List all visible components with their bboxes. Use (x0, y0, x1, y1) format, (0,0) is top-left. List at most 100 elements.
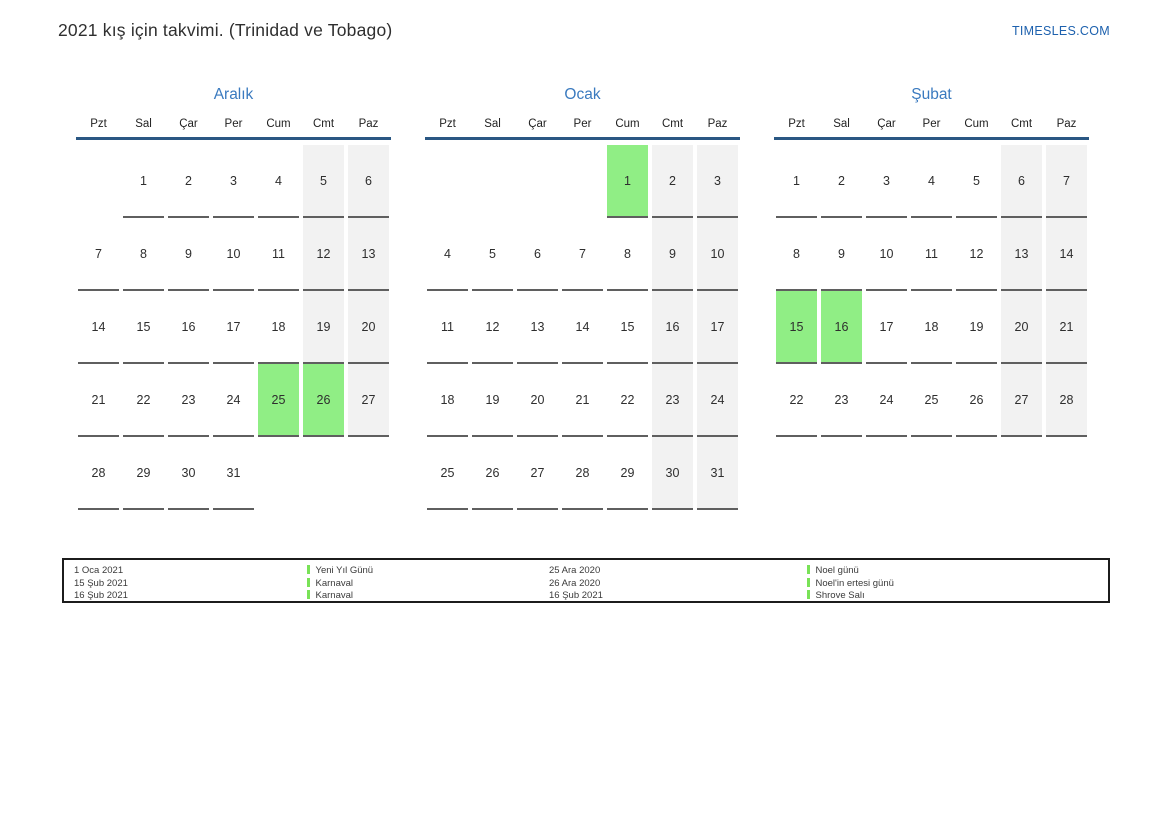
day-number: 14 (91, 320, 106, 334)
day-cell: 24 (211, 364, 256, 437)
day-number: 16 (181, 320, 196, 334)
holiday-marker-icon (307, 577, 310, 587)
day-number: 4 (928, 174, 935, 188)
day-cell: 10 (211, 218, 256, 291)
empty-cell (515, 145, 560, 218)
day-number: 20 (530, 393, 545, 407)
weekday-label: Pzt (90, 118, 107, 130)
weekend-day-cell: 20 (346, 290, 391, 364)
holiday-day-cell: 15 (774, 290, 819, 364)
legend-holiday-name: Shrove Salı (815, 590, 865, 602)
legend-date-column: 25 Ara 2020 26 Ara 2020 16 Şub 2021 (549, 565, 807, 603)
weekday-label: Çar (528, 118, 547, 130)
weekend-day-cell: 23 (650, 363, 695, 437)
day-cell: 11 (256, 218, 301, 291)
day-number: 22 (789, 393, 804, 407)
day-number: 2 (669, 174, 676, 188)
day-number: 19 (485, 393, 500, 407)
month-grid: 1 2 3 4 5 6 7 8 9 10 11 12 13 14 15 16 17 18 19 20 21 22 23 24 2… (425, 144, 740, 510)
day-cell: 4 (909, 145, 954, 218)
legend-date: 16 Şub 2021 (74, 590, 128, 602)
month-title: Şubat (911, 86, 952, 103)
months-row: Aralık Pzt Sal Çar Per Cum Cmt Paz 1 2 3 4 5 6 7 8 9 10 11… (76, 85, 1089, 510)
day-cell: 20 (515, 364, 560, 437)
legend-holiday: Shrove Salı (807, 590, 1108, 603)
holiday-marker-icon (807, 565, 810, 574)
day-cell: 6 (515, 218, 560, 291)
day-number: 5 (973, 174, 980, 188)
day-number: 12 (485, 320, 500, 334)
empty-cell (560, 145, 605, 218)
day-number: 22 (136, 393, 151, 407)
holiday-day-cell: 16 (819, 290, 864, 364)
holiday-marker-icon (807, 577, 810, 587)
day-number: 3 (230, 174, 237, 188)
day-number: 12 (969, 247, 984, 261)
legend-holiday: Noel günü (807, 565, 1108, 578)
day-cell: 12 (470, 291, 515, 364)
day-cell: 25 (909, 364, 954, 437)
day-cell: 22 (605, 364, 650, 437)
holiday-day-cell: 1 (605, 144, 650, 218)
day-number: 6 (1018, 174, 1025, 188)
day-number: 30 (665, 466, 680, 480)
day-cell: 1 (774, 145, 819, 218)
day-cell: 5 (470, 218, 515, 291)
day-cell: 25 (425, 437, 470, 510)
day-number: 13 (530, 320, 545, 334)
weekend-day-cell: 13 (999, 217, 1044, 291)
legend-holiday: Karnaval (307, 590, 549, 603)
day-cell: 30 (166, 437, 211, 510)
legend-holiday: Karnaval (307, 577, 549, 591)
day-number: 27 (1014, 393, 1029, 407)
weekday-label: Sal (135, 118, 152, 130)
day-number: 24 (879, 393, 894, 407)
weekday-label: Çar (179, 118, 198, 130)
day-cell: 31 (211, 437, 256, 510)
weekend-day-cell: 30 (650, 436, 695, 510)
empty-cell (301, 437, 346, 510)
legend-holiday: Yeni Yıl Günü (307, 565, 549, 578)
day-cell: 23 (166, 364, 211, 437)
empty-cell (470, 145, 515, 218)
weekday-label: Per (224, 118, 243, 130)
day-number: 15 (136, 320, 151, 334)
day-number: 7 (1063, 174, 1070, 188)
empty-cell (346, 437, 391, 510)
weekend-day-cell: 7 (1044, 144, 1089, 218)
day-number: 15 (789, 320, 804, 334)
page-title: 2021 kış için takvimi. (Trinidad ve Toba… (58, 20, 393, 40)
day-cell: 15 (605, 291, 650, 364)
day-number: 9 (669, 247, 676, 261)
weekend-day-cell: 10 (695, 217, 740, 291)
weekend-day-cell: 5 (301, 144, 346, 218)
site-link[interactable]: TIMESLES.COM (1011, 24, 1110, 38)
day-number: 27 (361, 393, 376, 407)
day-cell: 21 (560, 364, 605, 437)
day-number: 11 (272, 247, 285, 261)
day-cell: 7 (560, 218, 605, 291)
day-number: 8 (793, 247, 800, 261)
day-number: 7 (579, 247, 586, 261)
day-cell: 2 (166, 145, 211, 218)
weekday-label: Cum (266, 118, 291, 130)
weekday-label: Pzt (788, 118, 805, 130)
day-cell: 16 (166, 291, 211, 364)
legend-date: 16 Şub 2021 (549, 590, 603, 602)
legend-date: 26 Ara 2020 (549, 577, 601, 589)
weekday-label: Per (922, 118, 941, 130)
legend-holiday-name: Karnaval (315, 577, 354, 589)
day-number: 25 (924, 393, 939, 407)
weekend-day-cell: 31 (695, 436, 740, 510)
weekday-header-row: Pzt Sal Çar Per Cum Cmt Paz (425, 117, 740, 131)
day-cell: 14 (76, 291, 121, 364)
header-divider (76, 137, 391, 140)
legend-holiday: Noel'in ertesi günü (807, 577, 1108, 591)
day-cell: 19 (954, 291, 999, 364)
day-cell: 4 (256, 145, 301, 218)
weekend-day-cell: 6 (999, 144, 1044, 218)
day-cell: 10 (864, 218, 909, 291)
month-calendar: Ocak Pzt Sal Çar Per Cum Cmt Paz 1 2 3 4 5 6 7 8 9 10 11 12… (425, 85, 740, 510)
day-number: 5 (489, 247, 496, 261)
weekend-day-cell: 3 (695, 144, 740, 218)
